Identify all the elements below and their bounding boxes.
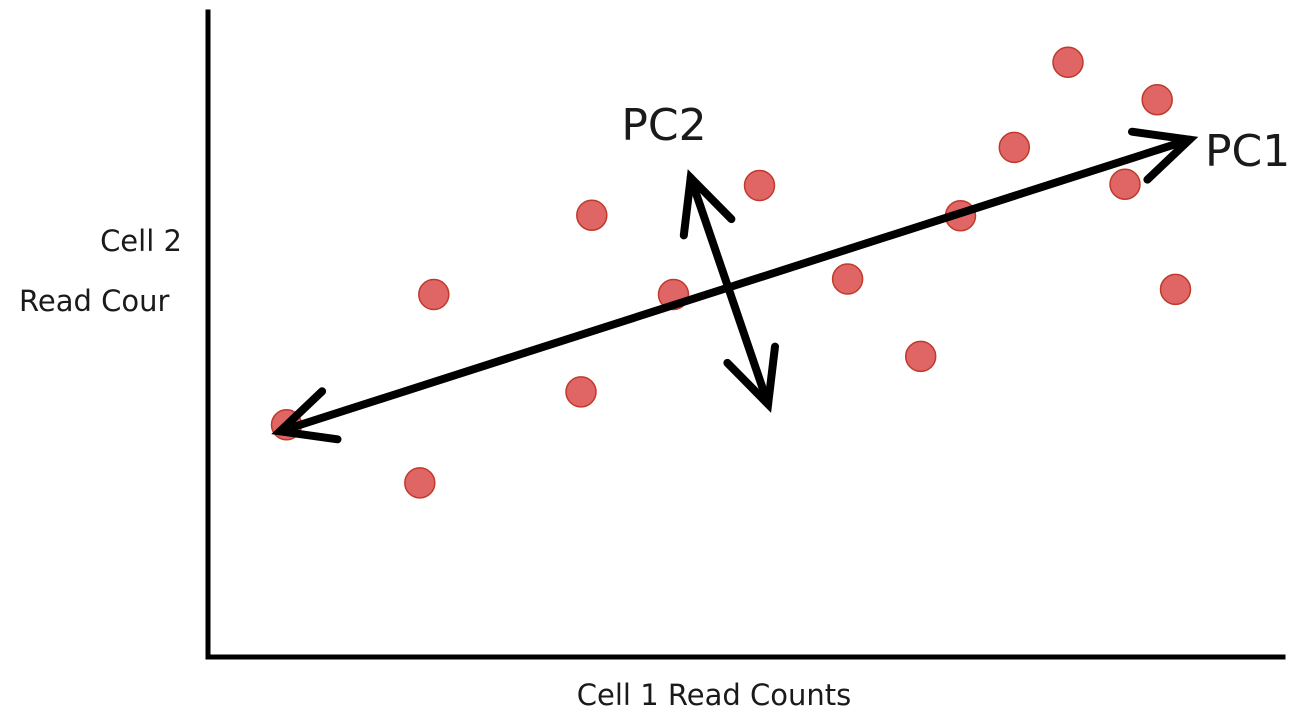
y-axis-label-line1: Cell 2 — [100, 224, 182, 258]
scatter-point — [904, 340, 937, 373]
scatter-point — [576, 199, 608, 231]
scatter-point — [1141, 83, 1173, 116]
pc-arrows — [271, 127, 1199, 444]
pc2-arrow-shaft — [686, 173, 773, 409]
scatter-point — [998, 131, 1031, 164]
pc2-label: PC2 — [621, 100, 706, 151]
x-axis-label: Cell 1 Read Counts — [577, 678, 851, 712]
y-axis-label-line2: Read Cour — [19, 284, 169, 318]
pc1-arrowhead-end — [1128, 127, 1199, 184]
scatter-point — [1109, 168, 1141, 200]
scatter-point — [404, 467, 436, 499]
pc1-label: PC1 — [1205, 126, 1290, 177]
data-points — [270, 46, 1192, 499]
scatter-point — [831, 263, 864, 295]
pc1-arrow-shaft — [276, 135, 1194, 436]
pc2-arrowhead-start — [679, 169, 736, 240]
scatter-point — [1159, 273, 1192, 306]
scatter-point — [743, 169, 776, 202]
scatter-point — [565, 376, 597, 408]
axes — [205, 9, 1286, 660]
scatter-point — [418, 278, 450, 311]
pc1-arrowhead-start — [271, 387, 342, 444]
pc2-arrowhead-end — [723, 342, 779, 413]
scatter-point — [1052, 46, 1084, 79]
